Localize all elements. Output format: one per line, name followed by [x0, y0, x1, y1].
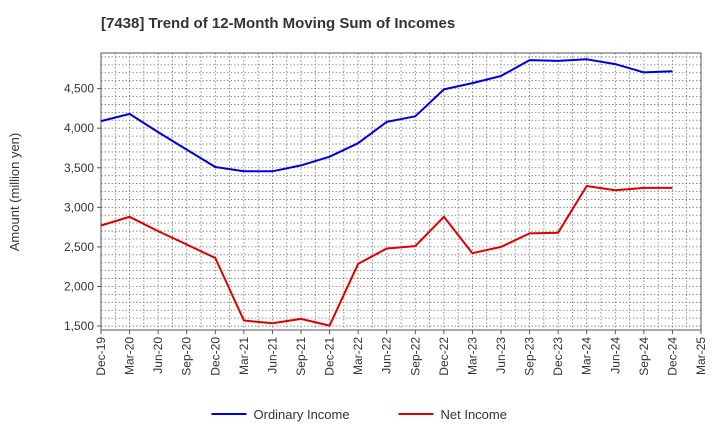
- x-tick-label: Mar-25: [694, 337, 708, 375]
- y-tick-label: 4,500: [64, 82, 94, 96]
- plot-frame: [100, 52, 702, 331]
- x-tick-label: Jun-22: [380, 337, 394, 374]
- x-tick-label: Jun-21: [265, 337, 279, 374]
- y-tick-label: 4,000: [64, 121, 94, 135]
- y-tick-label: 2,500: [64, 240, 94, 254]
- series-lines: [100, 58, 673, 327]
- x-tick-labels: Dec-19 Mar-20 Jun-20 Sep-20 Dec-20 Mar-21 Jun-…: [94, 330, 708, 376]
- chart-title: [7438] Trend of 12-Month Moving Sum of I…: [101, 15, 456, 32]
- y-tick-label: 2,000: [64, 279, 94, 293]
- y-axis-title: Amount (million yen): [7, 133, 22, 252]
- x-tick-label: Mar-22: [351, 337, 365, 375]
- x-tick-label: Jun-20: [151, 337, 165, 374]
- series-line-net-income: [100, 185, 673, 327]
- legend-label: Ordinary Income: [254, 407, 350, 422]
- x-tick-label: Sep-21: [294, 337, 308, 376]
- x-tick-label: Sep-22: [408, 337, 422, 376]
- x-tick-label: Mar-24: [580, 337, 594, 375]
- gridlines: [101, 53, 701, 330]
- x-tick-label: Sep-20: [180, 337, 194, 376]
- x-tick-label: Dec-24: [665, 337, 679, 376]
- x-tick-label: Mar-20: [123, 337, 137, 375]
- x-tick-label: Mar-23: [465, 337, 479, 375]
- x-tick-label: Dec-22: [437, 337, 451, 376]
- x-tick-label: Dec-21: [323, 337, 337, 376]
- y-tick-labels: 1,500 2,000 2,500 3,000 3,500 4,000 4,500: [64, 82, 101, 333]
- x-tick-label: Dec-23: [551, 337, 565, 376]
- series-line-ordinary-income: [100, 58, 673, 173]
- x-tick-label: Dec-19: [94, 337, 108, 376]
- x-tick-label: Jun-23: [494, 337, 508, 374]
- x-tick-label: Sep-24: [637, 337, 651, 376]
- legend-label: Net Income: [441, 407, 507, 422]
- x-tick-label: Sep-23: [523, 337, 537, 376]
- y-tick-label: 1,500: [64, 319, 94, 333]
- y-tick-label: 3,000: [64, 200, 94, 214]
- x-tick-label: Jun-24: [608, 337, 622, 374]
- y-tick-label: 3,500: [64, 161, 94, 175]
- legend: Ordinary Income Net Income: [211, 407, 507, 422]
- x-tick-label: Mar-21: [237, 337, 251, 375]
- x-tick-label: Dec-20: [208, 337, 222, 376]
